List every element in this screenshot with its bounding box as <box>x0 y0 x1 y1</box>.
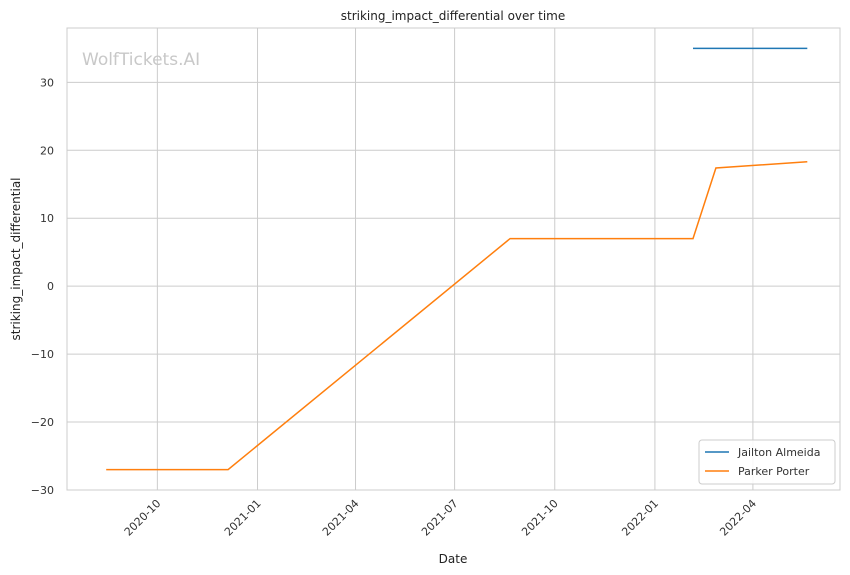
x-tick-label: 2021-10 <box>519 497 561 539</box>
watermark: WolfTickets.AI <box>82 50 200 70</box>
y-tick-label: 0 <box>47 280 54 293</box>
legend-label-parker-porter: Parker Porter <box>738 465 810 478</box>
x-grid <box>156 28 754 490</box>
x-tick-label: 2022-01 <box>619 497 661 539</box>
x-tick-label: 2022-04 <box>717 497 759 539</box>
plot-background <box>67 28 840 490</box>
x-tick-label: 2021-04 <box>320 497 362 539</box>
x-tick-label: 2021-07 <box>419 497 461 539</box>
y-grid <box>67 81 840 491</box>
x-tick-label: 2020-10 <box>122 497 164 539</box>
legend-box <box>698 439 836 485</box>
y-tick-label: −30 <box>31 484 54 497</box>
y-tick-labels: −30 −20 −10 0 10 20 30 <box>31 76 54 497</box>
x-tick-labels: 2020-10 2021-01 2021-04 2021-07 2021-10 2022-… <box>122 497 759 539</box>
y-tick-label: 30 <box>40 76 54 89</box>
x-tick-label: 2021-01 <box>222 497 264 539</box>
y-tick-label: 10 <box>40 212 54 225</box>
y-tick-label: 20 <box>40 144 54 157</box>
legend: Jailton Almeida Parker Porter <box>698 439 836 485</box>
series-line-parker-porter <box>106 161 808 471</box>
y-tick-label: −10 <box>31 348 54 361</box>
plot-frame <box>66 27 841 491</box>
chart-title: striking_impact_differential over time <box>341 9 566 23</box>
series-lines <box>106 47 808 471</box>
x-axis-label: Date <box>439 552 468 566</box>
y-tick-label: −20 <box>31 416 54 429</box>
y-axis-label: striking_impact_differential <box>9 177 23 340</box>
legend-label-jailton-almeida: Jailton Almeida <box>737 446 820 459</box>
